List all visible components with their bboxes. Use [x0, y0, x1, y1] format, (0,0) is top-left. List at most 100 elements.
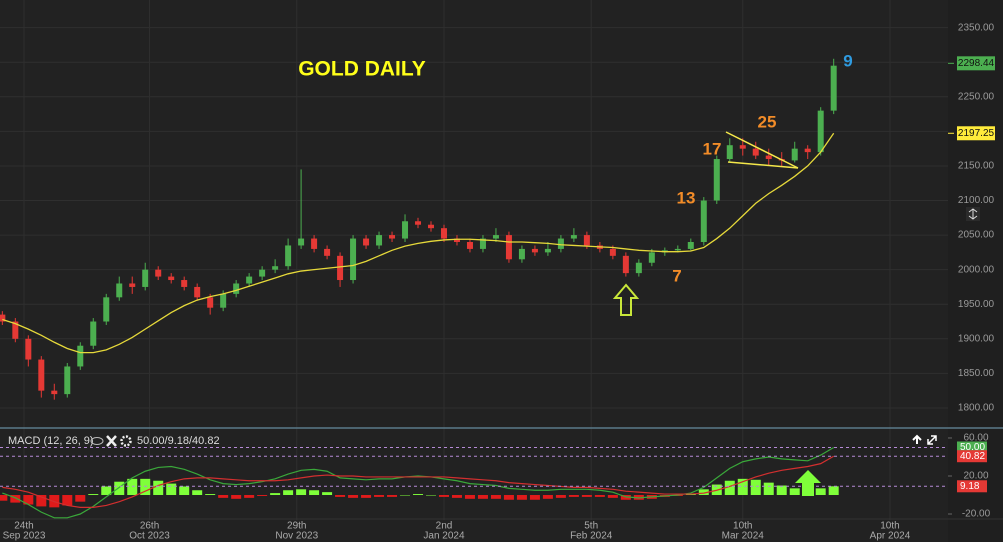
settings-icon[interactable]	[120, 435, 132, 447]
histogram-bar	[166, 483, 177, 496]
macd-tick-label: 20.00	[963, 471, 988, 482]
candle-body	[324, 248, 331, 256]
x-tick-label: 10th	[733, 521, 752, 532]
histogram-bar	[607, 495, 618, 498]
annotation: 13	[677, 188, 696, 207]
candle-body	[570, 235, 577, 239]
histogram-bar	[10, 495, 21, 503]
candle-body	[428, 224, 435, 229]
candle-body	[479, 238, 486, 249]
annotation: 7	[672, 266, 681, 285]
x-tick-label: Oct 2023	[129, 531, 170, 542]
candle-body	[531, 248, 538, 253]
histogram-bar	[594, 495, 605, 497]
x-tick-label: Feb 2024	[570, 531, 613, 542]
candle-body	[389, 235, 396, 239]
y-tick-label: 2250.00	[958, 91, 995, 102]
candle-body	[168, 276, 175, 281]
histogram-bar	[763, 482, 774, 496]
candle-body	[726, 145, 733, 160]
histogram-bar	[322, 492, 333, 496]
chart-title: GOLD DAILY	[298, 58, 426, 81]
candle-body	[466, 242, 473, 249]
histogram-bar	[828, 486, 839, 496]
trendline	[725, 131, 799, 169]
y-tick-label: 2000.00	[958, 264, 995, 275]
candle-body	[635, 262, 642, 274]
macd-title: MACD (12, 26, 9)	[8, 435, 94, 447]
histogram-bar	[192, 490, 203, 496]
candle-body	[363, 238, 370, 246]
candle-body	[142, 269, 149, 287]
trendline	[727, 161, 799, 169]
maximize-button[interactable]	[912, 434, 922, 444]
histogram-bar	[205, 494, 216, 496]
histogram-bar	[361, 495, 372, 498]
grid	[0, 0, 948, 520]
candle-body	[440, 228, 447, 239]
moving-average	[2, 132, 835, 354]
histogram-bar	[516, 495, 527, 500]
x-tick-label: Nov 2023	[275, 531, 318, 542]
candle-body	[77, 345, 84, 367]
candle-body	[350, 238, 357, 281]
candle-body	[791, 148, 798, 161]
histogram-bar	[737, 478, 748, 496]
candle-body	[817, 110, 824, 153]
candle-body	[207, 297, 214, 308]
histogram-bar	[413, 494, 424, 496]
histogram-bar	[387, 495, 398, 497]
histogram-bar	[542, 495, 553, 499]
histogram-bar	[477, 495, 488, 499]
y-tick-label: 2100.00	[958, 195, 995, 206]
y-tick-label: 2050.00	[958, 230, 995, 241]
histogram-bar	[75, 495, 86, 502]
histogram-bar	[296, 489, 307, 496]
price-marker-label: 2298.44	[958, 58, 995, 69]
price-marker-box	[957, 56, 995, 71]
candle-body	[103, 297, 110, 322]
histogram-bar	[581, 495, 592, 497]
histogram-bar	[776, 485, 787, 496]
y-tick-label: 1900.00	[958, 333, 995, 344]
expand-button[interactable]	[927, 435, 937, 445]
scale-icon[interactable]	[968, 208, 978, 220]
visibility-icon[interactable]	[90, 437, 104, 445]
candle-body	[609, 248, 616, 256]
candle-body	[518, 248, 525, 260]
x-tick-label: 2nd	[436, 521, 453, 532]
histogram-bar	[244, 495, 255, 498]
histogram-bar	[724, 480, 735, 496]
annotation: 25	[758, 112, 777, 131]
candle-body	[752, 148, 759, 156]
candle-body	[181, 280, 188, 287]
histogram-bar	[568, 495, 579, 497]
marker-box	[957, 480, 987, 493]
candle-body	[492, 235, 499, 239]
macd-line	[2, 455, 834, 508]
candle-body	[557, 238, 564, 249]
x-tick-label: 29th	[287, 521, 306, 532]
marker-box	[957, 450, 987, 463]
candle-body	[38, 359, 45, 391]
remove-icon[interactable]	[106, 435, 117, 447]
histogram-bar	[0, 495, 8, 501]
indicator-icons[interactable]	[90, 435, 132, 447]
histogram-bar	[426, 495, 437, 496]
x-tick-label: Jan 2024	[423, 531, 465, 542]
candle-body	[648, 252, 655, 263]
candle-body	[583, 235, 590, 246]
histogram-bar	[218, 495, 229, 498]
x-tick-label: 5th	[584, 521, 598, 532]
candle-body	[298, 238, 305, 246]
y-tick-label: 1800.00	[958, 403, 995, 414]
histogram-bar	[309, 490, 320, 496]
histogram-bar	[257, 495, 268, 496]
histogram-bar	[464, 495, 475, 499]
histogram-bar	[231, 495, 242, 499]
annotation: 17	[703, 139, 722, 158]
x-tick-label: 10th	[880, 521, 899, 532]
candle-body	[505, 235, 512, 260]
